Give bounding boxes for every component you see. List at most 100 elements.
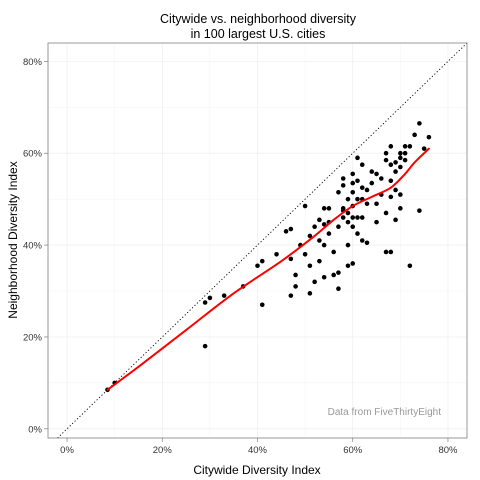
data-point (322, 206, 327, 211)
data-point (255, 263, 260, 268)
x-tick-label: 20% (153, 445, 173, 456)
data-point (360, 185, 365, 190)
data-point (360, 215, 365, 220)
data-point (355, 156, 360, 161)
data-point (384, 250, 389, 255)
data-point (274, 252, 279, 257)
data-point (403, 151, 408, 156)
data-point (341, 176, 346, 181)
data-point (336, 286, 341, 291)
x-tick-label: 80% (438, 445, 458, 456)
data-point (203, 344, 208, 349)
data-point (341, 183, 346, 188)
data-point (350, 224, 355, 229)
data-point (393, 169, 398, 174)
data-point (322, 275, 327, 280)
data-point (384, 158, 389, 163)
data-point (336, 190, 341, 195)
y-tick-label: 20% (23, 332, 43, 343)
data-point (317, 259, 322, 264)
data-point (331, 273, 336, 278)
data-point (355, 215, 360, 220)
data-point (317, 238, 322, 243)
data-point (389, 195, 394, 200)
data-point (350, 190, 355, 195)
data-point (369, 181, 374, 186)
data-point (336, 224, 341, 229)
data-point (393, 218, 398, 223)
chart-subtitle: in 100 largest U.S. cities (191, 27, 326, 41)
data-point (384, 151, 389, 156)
y-axis-ticks: 0% 20% 40% 60% 80% (23, 57, 48, 435)
data-point (208, 296, 213, 301)
data-point (403, 158, 408, 163)
data-point (417, 121, 422, 126)
data-point (322, 243, 327, 248)
data-point (350, 261, 355, 266)
data-point (336, 270, 341, 275)
data-point (284, 229, 289, 234)
data-point (327, 206, 332, 211)
x-tick-label: 0% (60, 445, 74, 456)
data-point (303, 204, 308, 209)
data-point (365, 240, 370, 245)
y-tick-label: 40% (23, 241, 43, 252)
data-point (303, 252, 308, 257)
y-tick-label: 0% (28, 424, 42, 435)
data-point (412, 133, 417, 138)
data-point (355, 231, 360, 236)
data-point (398, 192, 403, 197)
data-point (365, 188, 370, 193)
data-point (393, 160, 398, 165)
data-point (312, 280, 317, 285)
data-point (389, 250, 394, 255)
data-point (350, 215, 355, 220)
data-point (355, 197, 360, 202)
data-point (398, 156, 403, 161)
data-point (350, 172, 355, 177)
data-point (346, 243, 351, 248)
data-point (289, 257, 294, 262)
data-point (289, 227, 294, 232)
data-point (260, 259, 265, 264)
data-point (260, 303, 265, 308)
data-point (317, 218, 322, 223)
data-point (408, 144, 413, 149)
data-point (374, 172, 379, 177)
data-point (398, 206, 403, 211)
data-point (203, 300, 208, 305)
x-axis-title: Citywide Diversity Index (193, 463, 320, 477)
chart-title: Citywide vs. neighborhood diversity (160, 12, 357, 26)
data-point (293, 284, 298, 289)
y-tick-label: 80% (23, 57, 43, 68)
data-point (312, 224, 317, 229)
data-point (398, 151, 403, 156)
data-point (360, 238, 365, 243)
data-point (374, 220, 379, 225)
data-point (374, 201, 379, 206)
data-point (389, 162, 394, 167)
data-point (346, 197, 351, 202)
data-point (293, 273, 298, 278)
data-point (308, 263, 313, 268)
x-axis-ticks: 0% 20% 40% 60% 80% (60, 438, 458, 456)
source-annotation: Data from FiveThirtyEight (328, 407, 442, 418)
data-point (346, 220, 351, 225)
data-point (408, 263, 413, 268)
data-point (327, 231, 332, 236)
data-point (222, 293, 227, 298)
data-point (341, 215, 346, 220)
data-point (389, 144, 394, 149)
y-axis-title: Neighborhood Diversity Index (6, 161, 20, 318)
data-point (379, 176, 384, 181)
data-point (360, 162, 365, 167)
data-point (417, 208, 422, 213)
y-tick-label: 60% (23, 149, 43, 160)
data-point (365, 201, 370, 206)
data-point (389, 178, 394, 183)
data-point (355, 178, 360, 183)
data-point (384, 211, 389, 216)
data-point (403, 144, 408, 149)
data-point (331, 250, 336, 255)
